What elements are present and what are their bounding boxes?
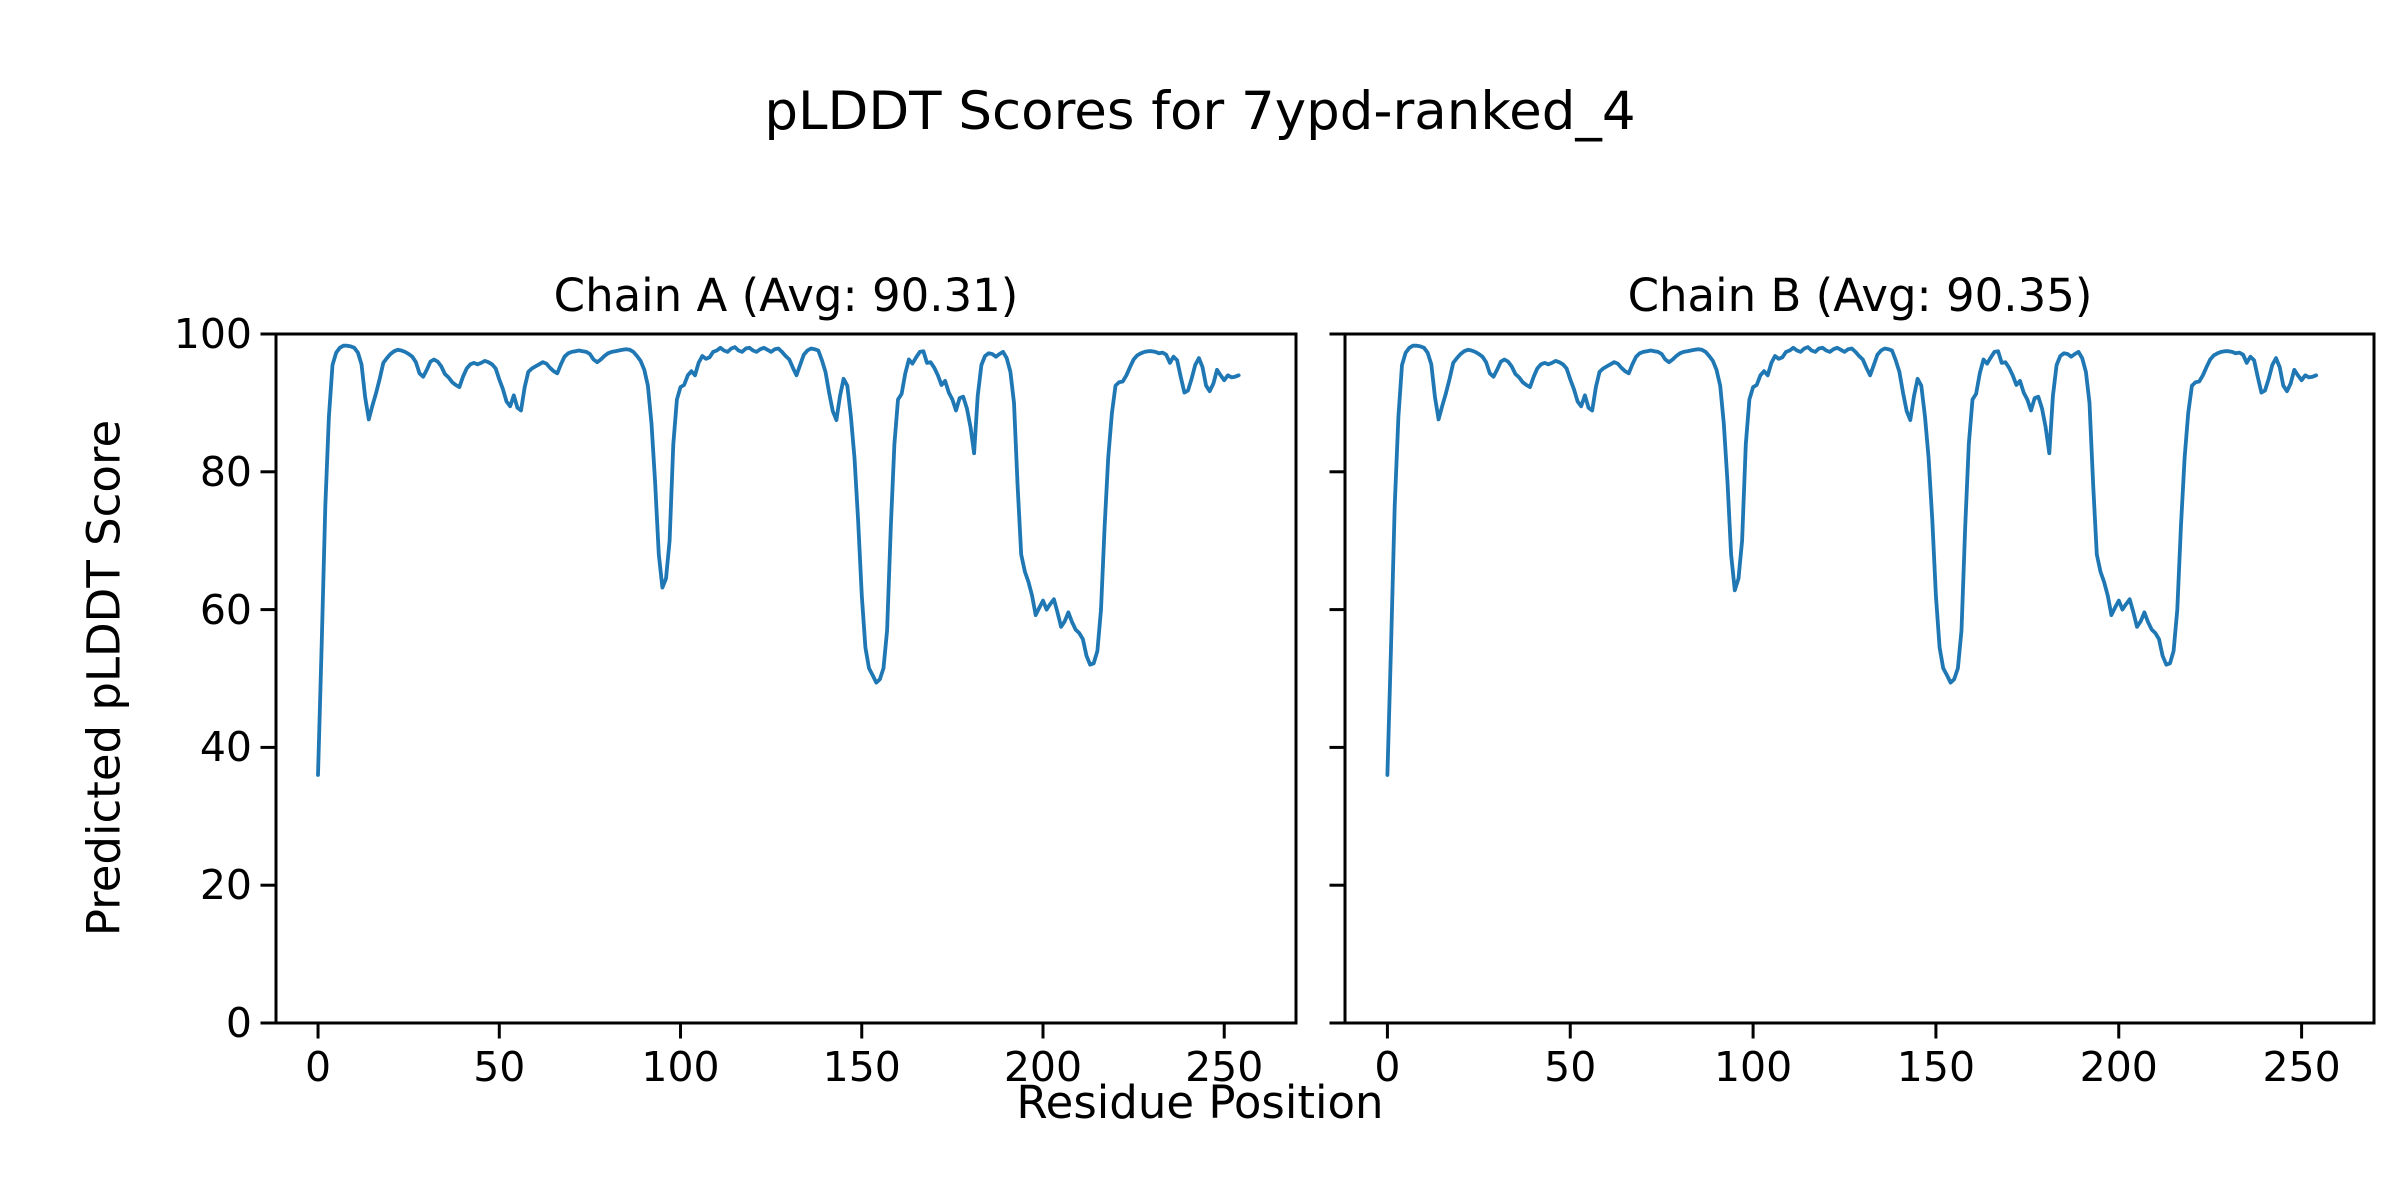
x-tick-label: 250 [1185,1043,1264,1091]
axes-box-panel-1 [1343,332,2376,1025]
x-tick-label: 50 [1544,1043,1597,1091]
x-tick-label: 150 [1896,1043,1976,1091]
y-tick-label: 100 [173,310,252,358]
y-tick-label: 40 [199,723,252,772]
figure-title: pLDDT Scores for 7ypd-ranked_4 [764,81,1636,142]
x-tick-label: 200 [2079,1043,2158,1091]
x-tick-label: 200 [1003,1043,1083,1091]
x-tick-label: 0 [305,1043,332,1091]
panel-title-chain-a: Chain A (Avg: 90.31) [553,269,1019,322]
x-tick-label: 100 [641,1043,720,1091]
x-tick-label: 100 [1713,1043,1793,1091]
plddt-line-chain-a [316,343,1241,777]
x-axis-label: Residue Position [1016,1076,1384,1129]
y-tick-label: 80 [199,447,252,496]
y-tick-label: 0 [225,999,252,1047]
panel-title-chain-b: Chain B (Avg: 90.35) [1627,269,2093,322]
y-tick-label: 20 [199,861,252,910]
plddt-line-chain-b [1385,343,2319,777]
y-tick-label: 60 [199,585,252,634]
x-tick-label: 150 [822,1043,901,1091]
x-tick-label: 50 [473,1043,526,1091]
x-tick-label: 0 [1374,1043,1401,1091]
x-tick-label: 250 [2262,1043,2341,1091]
axes-box-panel-0 [274,332,1298,1025]
